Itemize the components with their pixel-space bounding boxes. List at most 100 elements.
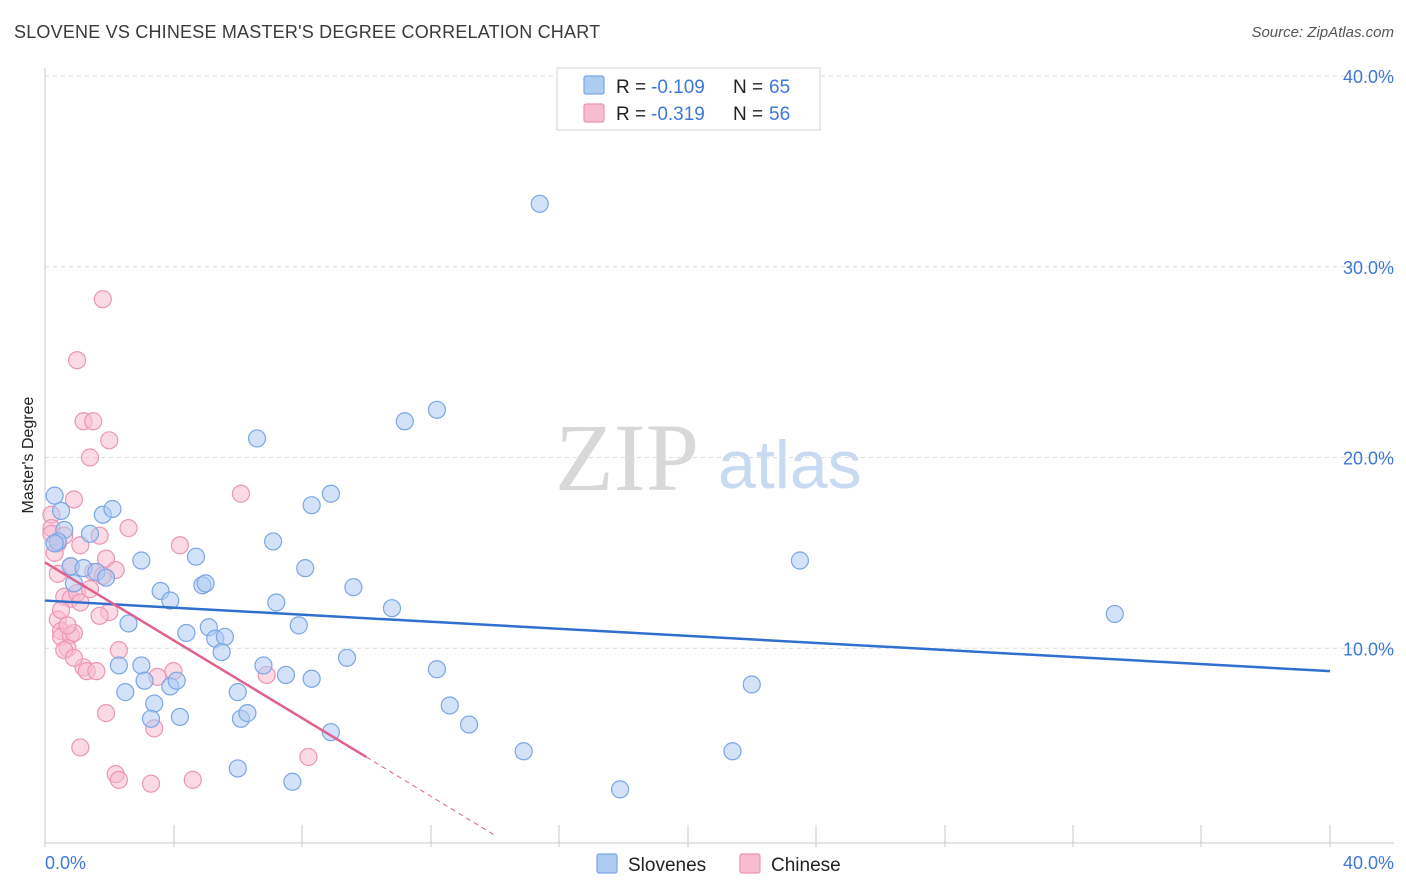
slovenes-point-23 — [215, 627, 234, 646]
slovenes-point-24 — [212, 642, 231, 662]
slovenes-point-44 — [141, 709, 161, 728]
slovenes-point-53 — [427, 660, 447, 679]
legend-n-label-slovenes: N = — [733, 77, 763, 98]
chinese-point-44 — [71, 738, 90, 757]
slovenes-point-54 — [440, 696, 459, 715]
slovenes-point-12 — [96, 568, 116, 587]
slovenes-point-7 — [64, 574, 84, 593]
slovenes-point-50 — [276, 665, 296, 685]
slovenes-point-18 — [196, 574, 215, 593]
legend-n-label-chinese: N = — [733, 104, 763, 125]
y-tick-label-1: 30.0% — [1343, 258, 1394, 278]
slovenes-point-57 — [610, 780, 630, 799]
slovenes-point-19 — [119, 614, 138, 633]
slovenes-point-52 — [337, 648, 357, 667]
slovenes-point-25 — [247, 429, 267, 448]
slovenes-point-49 — [254, 656, 273, 675]
slovenes-point-6 — [80, 524, 100, 543]
slovenes-point-36 — [530, 194, 549, 213]
slovenes-point-56 — [514, 742, 533, 761]
y-tick-label-2: 20.0% — [1343, 449, 1394, 469]
slovenes-point-61 — [1105, 604, 1124, 624]
legend-swatch-chinese — [583, 103, 605, 123]
slovenes-point-33 — [382, 599, 402, 618]
slovenes-point-35 — [427, 400, 447, 419]
chinese-point-42 — [96, 704, 116, 723]
chinese-point-1 — [68, 351, 87, 370]
stats-legend: R = -0.109 N = 65 R = -0.319 N = 56 — [556, 67, 821, 131]
x-tick-label-1: 40.0% — [1343, 853, 1394, 873]
legend-n-value-chinese: 56 — [769, 104, 790, 125]
slovenes-point-42 — [167, 671, 186, 690]
slovenes-point-59 — [742, 675, 761, 694]
slovenes-point-26 — [263, 532, 283, 551]
axes — [44, 68, 1394, 847]
slovenes-point-60 — [790, 551, 810, 570]
chart-title: SLOVENE VS CHINESE MASTER'S DEGREE CORRE… — [14, 22, 601, 42]
bottom-legend-swatch-chinese[interactable] — [739, 853, 761, 874]
y-axis-label: Master's Degree — [20, 396, 37, 513]
slovenes-point-51 — [302, 669, 321, 688]
chinese-points — [42, 290, 318, 793]
slovenes-trendline — [44, 599, 1331, 673]
source-label: Source: ZipAtlas.com — [1251, 24, 1394, 41]
chinese-point-52 — [64, 648, 84, 667]
slovenes-point-28 — [296, 559, 315, 578]
series-legend: Slovenes Chinese — [596, 853, 841, 876]
chinese-point-10 — [119, 518, 138, 538]
chinese-trendline-extension — [365, 756, 496, 836]
slovenes-point-46 — [228, 683, 247, 702]
slovenes-point-30 — [302, 496, 321, 515]
slovenes-point-39 — [116, 683, 135, 702]
slovenes-point-13 — [132, 551, 151, 570]
slovenes-point-0 — [45, 486, 64, 505]
slovenes-points — [45, 194, 1124, 799]
slovenes-point-55 — [459, 715, 479, 734]
y-tick-label-3: 10.0% — [1343, 639, 1394, 659]
chinese-point-6 — [231, 484, 251, 503]
slovenes-point-48 — [238, 704, 257, 723]
slovenes-point-29 — [321, 484, 341, 503]
legend-swatch-slovenes — [583, 75, 605, 95]
slovenes-point-34 — [395, 412, 414, 431]
chinese-point-7 — [64, 490, 84, 509]
legend-r-value-chinese: -0.319 — [651, 104, 705, 125]
slovenes-point-64 — [321, 723, 341, 742]
chinese-point-5 — [80, 448, 100, 467]
watermark-atlas: atlas — [718, 427, 862, 503]
bottom-legend-label-slovenes[interactable]: Slovenes — [628, 855, 706, 876]
slovenes-point-21 — [177, 623, 196, 643]
chinese-point-35 — [109, 641, 128, 660]
trendlines — [44, 561, 1331, 836]
slovenes-point-15 — [161, 591, 180, 610]
chinese-point-49 — [183, 770, 202, 789]
chinese-point-45 — [299, 747, 318, 767]
slovenes-point-62 — [228, 759, 247, 778]
slovenes-point-9 — [103, 499, 122, 519]
slovenes-point-32 — [344, 578, 363, 597]
y-tick-label-0: 40.0% — [1343, 67, 1394, 87]
slovenes-point-1 — [51, 501, 71, 521]
chinese-point-51 — [51, 600, 71, 620]
chinese-point-54 — [58, 616, 77, 635]
x-tick-label-0: 0.0% — [45, 853, 86, 873]
slovenes-point-16 — [186, 547, 206, 566]
chinese-point-48 — [141, 774, 161, 793]
bottom-legend-label-chinese[interactable]: Chinese — [771, 855, 841, 876]
chinese-point-16 — [170, 536, 190, 555]
chinese-point-47 — [109, 770, 128, 789]
gridlines — [45, 75, 1394, 649]
legend-r-label-chinese: R = — [616, 104, 646, 125]
chinese-point-4 — [100, 431, 119, 450]
chinese-point-3 — [84, 412, 103, 431]
slovenes-point-38 — [132, 656, 151, 675]
slovenes-point-40 — [135, 671, 154, 690]
tick-labels: 40.0% 30.0% 20.0% 10.0% 0.0% 40.0% — [45, 67, 1394, 873]
slovenes-point-27 — [267, 593, 286, 612]
chinese-trendline — [44, 561, 367, 759]
bottom-legend-swatch-slovenes[interactable] — [596, 853, 618, 874]
slovenes-point-63 — [283, 772, 302, 791]
slovenes-point-37 — [109, 656, 128, 675]
legend-r-value-slovenes: -0.109 — [651, 77, 705, 98]
